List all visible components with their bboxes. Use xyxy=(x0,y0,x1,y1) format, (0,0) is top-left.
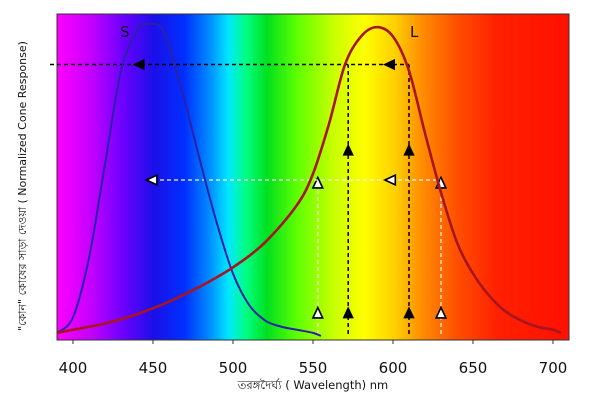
arrow-head xyxy=(311,305,324,319)
series-line-l xyxy=(56,25,562,335)
annotation-arrows xyxy=(50,58,448,334)
arrow-head xyxy=(434,305,448,319)
y-axis-title: "কোন" কোষের সাড়া দেওয়া ( Normalized Co… xyxy=(16,41,29,331)
curve-label-l: L xyxy=(410,23,419,41)
arrow-head xyxy=(342,143,354,156)
x-tick-label: 450 xyxy=(139,359,168,377)
arrow-head xyxy=(403,143,415,156)
x-tick-label: 500 xyxy=(219,359,248,377)
series-line-s xyxy=(56,22,322,337)
x-tick-label: 650 xyxy=(459,359,488,377)
x-axis-title: তরঙ্গদৈর্ঘ্য ( Wavelength) nm xyxy=(237,378,389,392)
x-tick-label: 400 xyxy=(59,359,88,377)
arrow-head xyxy=(342,306,354,319)
arrow-head xyxy=(144,173,158,187)
arrow-head xyxy=(132,58,145,71)
x-axis-ticks: 400 450 500 550 600 650 700 xyxy=(59,340,568,377)
arrow-head xyxy=(383,173,397,187)
arrow-head xyxy=(311,175,324,189)
arrow-head xyxy=(403,306,415,319)
series-layer xyxy=(56,22,562,337)
curve-label-s: S xyxy=(120,23,130,41)
x-tick-label: 550 xyxy=(299,359,328,377)
x-tick-label: 700 xyxy=(539,359,568,377)
arrow-head xyxy=(382,58,395,71)
x-tick-label: 600 xyxy=(379,359,408,377)
